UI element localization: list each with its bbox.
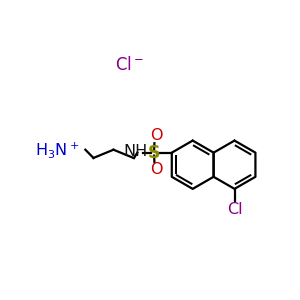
- Text: O: O: [150, 162, 162, 177]
- Text: O: O: [150, 128, 162, 143]
- Text: S: S: [147, 144, 160, 162]
- Text: NH: NH: [124, 144, 148, 159]
- Text: $\mathregular{Cl^-}$: $\mathregular{Cl^-}$: [115, 56, 144, 74]
- Text: $\mathregular{H_3N^+}$: $\mathregular{H_3N^+}$: [35, 140, 80, 160]
- Text: Cl: Cl: [227, 202, 242, 217]
